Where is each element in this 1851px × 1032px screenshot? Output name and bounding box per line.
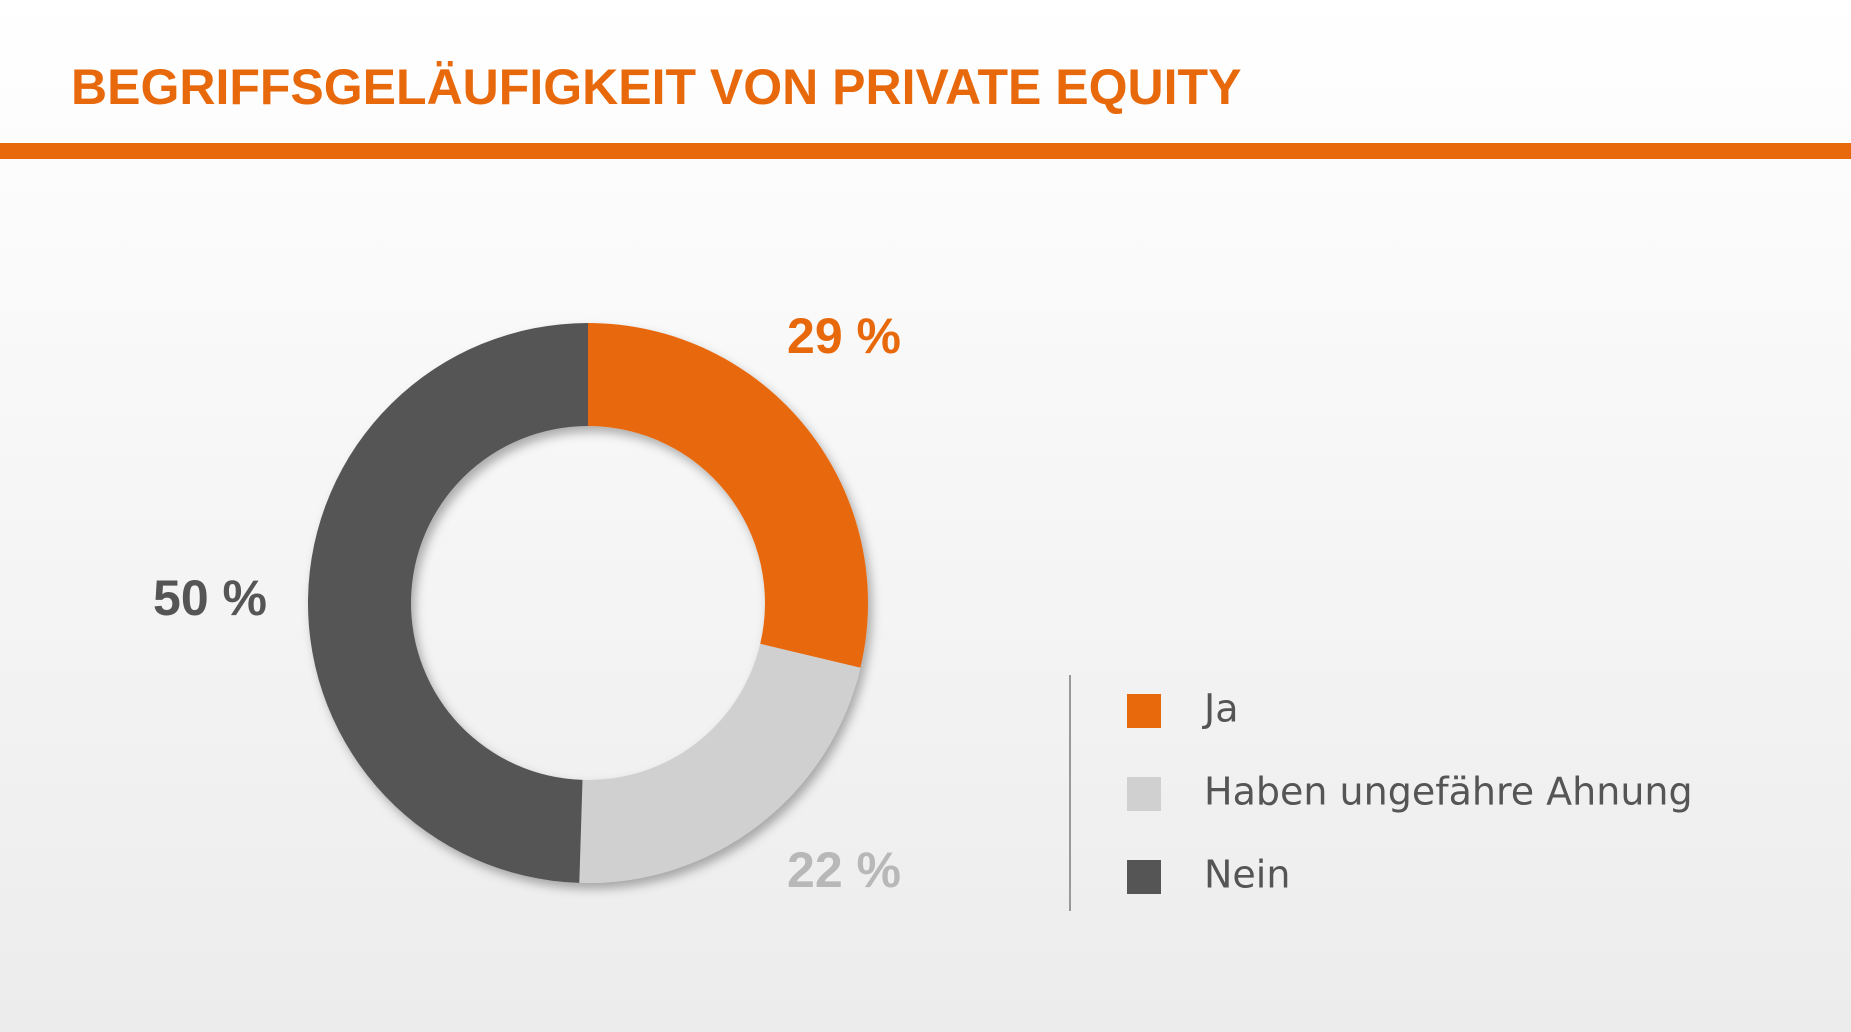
legend-label: Haben ungefähre Ahnung xyxy=(1204,770,1693,814)
donut-slice xyxy=(307,323,588,883)
donut xyxy=(307,323,868,883)
value-label: 29 % xyxy=(787,308,901,364)
legend-swatch xyxy=(1127,860,1161,894)
donut-slice xyxy=(588,323,868,668)
legend-swatch xyxy=(1127,694,1161,728)
value-label: 22 % xyxy=(787,842,901,898)
donut-slice xyxy=(579,643,861,883)
chart-title: BEGRIFFSGELÄUFIGKEIT VON PRIVATE EQUITY xyxy=(71,59,1241,115)
legend-label: Nein xyxy=(1204,853,1290,897)
legend-swatch xyxy=(1127,777,1161,811)
legend-label: Ja xyxy=(1202,687,1239,731)
value-label: 50 % xyxy=(153,570,267,626)
title-rule xyxy=(0,143,1851,159)
